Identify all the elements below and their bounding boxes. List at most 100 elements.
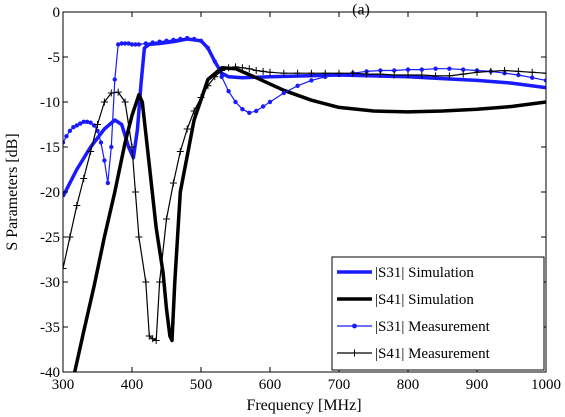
legend-box bbox=[331, 256, 545, 371]
data-point bbox=[418, 71, 426, 79]
data-point bbox=[233, 99, 238, 105]
y-tick-label: 0 bbox=[53, 5, 61, 21]
data-point bbox=[78, 121, 83, 126]
data-point bbox=[63, 140, 66, 145]
x-tick-label: 700 bbox=[328, 377, 351, 393]
y-tick-label: -30 bbox=[40, 275, 60, 291]
data-point bbox=[514, 67, 522, 75]
data-point bbox=[219, 74, 224, 80]
data-point bbox=[142, 278, 150, 286]
y-tick-label: -20 bbox=[40, 185, 60, 201]
data-point bbox=[131, 188, 139, 196]
data-point bbox=[238, 64, 246, 72]
data-point bbox=[405, 67, 411, 72]
data-point bbox=[190, 107, 198, 115]
data-point bbox=[254, 108, 259, 114]
legend-label: |S41| Simulation bbox=[375, 292, 474, 308]
data-point bbox=[67, 128, 73, 133]
legend-label: |S31| Measurement bbox=[375, 319, 491, 335]
data-point bbox=[149, 335, 157, 343]
data-point bbox=[307, 69, 315, 77]
data-point bbox=[198, 38, 204, 43]
data-point bbox=[176, 148, 184, 155]
data-point bbox=[197, 94, 205, 101]
y-tick-label: -25 bbox=[40, 230, 60, 246]
data-point bbox=[225, 64, 233, 72]
data-point bbox=[119, 41, 124, 46]
data-point bbox=[122, 41, 128, 46]
data-point bbox=[321, 69, 329, 77]
data-point bbox=[126, 41, 131, 46]
data-point bbox=[178, 36, 183, 42]
series-2 bbox=[72, 66, 546, 372]
data-point bbox=[218, 67, 226, 74]
data-point bbox=[376, 70, 384, 78]
data-point bbox=[323, 74, 328, 80]
data-point bbox=[295, 83, 300, 89]
data-point bbox=[260, 104, 266, 109]
data-point bbox=[528, 68, 536, 76]
data-point bbox=[530, 75, 535, 80]
y-axis-label: S Parameters [dB] bbox=[4, 133, 21, 250]
data-point bbox=[247, 110, 252, 116]
x-tick-label: 300 bbox=[52, 377, 75, 393]
data-point bbox=[487, 67, 495, 75]
data-point bbox=[135, 233, 143, 241]
data-point bbox=[259, 67, 267, 75]
data-point bbox=[152, 337, 160, 344]
legend-item: |S31| Measurement bbox=[337, 319, 491, 335]
data-point bbox=[84, 119, 90, 125]
data-point bbox=[404, 71, 412, 79]
data-point bbox=[205, 45, 211, 51]
data-point bbox=[163, 215, 170, 223]
data-point bbox=[143, 41, 148, 46]
data-point bbox=[432, 72, 440, 80]
data-point bbox=[473, 68, 481, 76]
data-point bbox=[116, 42, 121, 47]
x-tick-label: 500 bbox=[190, 377, 213, 393]
legend-label: |S31| Simulation bbox=[375, 265, 474, 281]
data-point bbox=[191, 36, 197, 42]
ticks-layer: 300 400 500 600 700 800 900 1000 0 -5 -10 -15 -20 -25… bbox=[40, 5, 561, 393]
data-point bbox=[98, 140, 104, 145]
data-point bbox=[461, 67, 466, 72]
data-point bbox=[335, 69, 343, 77]
series-line bbox=[72, 66, 546, 372]
series-layer bbox=[63, 35, 546, 372]
legend-item: |S31| Simulation bbox=[337, 265, 474, 281]
data-point bbox=[80, 175, 88, 182]
data-point bbox=[74, 123, 80, 128]
data-point bbox=[112, 77, 117, 82]
data-point bbox=[71, 125, 76, 130]
legend-item: |S41| Simulation bbox=[337, 292, 474, 308]
data-point bbox=[102, 158, 107, 163]
data-point bbox=[392, 68, 397, 73]
x-tick-label: 900 bbox=[466, 377, 489, 393]
data-point bbox=[183, 125, 191, 133]
y-tick-label: -15 bbox=[40, 140, 60, 156]
data-point bbox=[459, 70, 467, 78]
x-tick-label: 1000 bbox=[531, 377, 561, 393]
data-point bbox=[419, 67, 424, 72]
data-point bbox=[185, 35, 190, 41]
data-point bbox=[378, 68, 383, 73]
data-point bbox=[363, 70, 371, 78]
series-4 bbox=[63, 63, 546, 344]
data-point bbox=[390, 71, 398, 79]
y-tick-label: -40 bbox=[40, 365, 60, 381]
legend-label: |S41| Measurement bbox=[375, 346, 491, 362]
x-tick-label: 600 bbox=[259, 377, 282, 393]
data-point bbox=[136, 42, 142, 47]
data-point bbox=[226, 89, 231, 94]
data-point bbox=[501, 67, 509, 74]
chart-title: (a) bbox=[352, 1, 370, 18]
data-point bbox=[121, 98, 129, 106]
data-point bbox=[100, 98, 108, 106]
data-point bbox=[114, 88, 122, 96]
data-point bbox=[81, 119, 86, 125]
data-point bbox=[212, 59, 217, 64]
data-point bbox=[281, 90, 286, 96]
x-tick-label: 800 bbox=[397, 377, 420, 393]
data-point bbox=[204, 82, 212, 90]
